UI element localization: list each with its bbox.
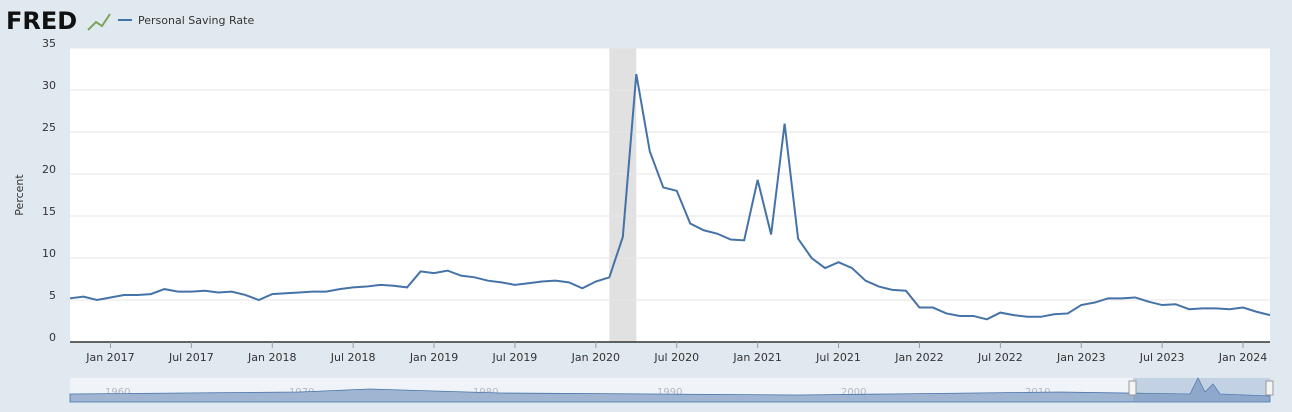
x-tick-label: Jan 2020 [571,351,620,364]
navigator-label: 1960 [105,387,130,398]
navigator-label: 1990 [657,387,682,398]
x-tick-label: Jul 2017 [168,351,214,364]
y-tick-label: 20 [42,163,56,176]
navigator-label: 2000 [841,387,866,398]
recession-shade [609,48,637,342]
x-tick-label: Jul 2019 [492,351,538,364]
y-tick-label: 25 [42,121,56,134]
x-tick-label: Jan 2017 [85,351,134,364]
line-series [69,73,1271,321]
x-tick-label: Jul 2020 [653,351,699,364]
y-tick-label: 0 [49,331,56,344]
navigator-handle[interactable] [1128,380,1137,396]
x-tick-label: Jan 2021 [732,351,781,364]
brand-logo: FRED [6,7,77,35]
y-axis-label: Percent [13,174,26,216]
x-tick-label: Jul 2021 [815,351,861,364]
x-tick-label: Jan 2024 [1218,351,1267,364]
x-tick-label: Jan 2023 [1056,351,1105,364]
y-tick-label: 15 [42,205,56,218]
y-tick-label: 10 [42,247,56,260]
x-tick-label: Jul 2018 [330,351,376,364]
navigator-window[interactable] [1133,378,1270,402]
navigator-series [69,377,1271,403]
y-tick-label: 5 [49,289,56,302]
plot-area [70,48,1270,342]
x-tick-label: Jul 2023 [1139,351,1185,364]
x-tick-label: Jul 2022 [977,351,1023,364]
y-tick-label: 30 [42,79,56,92]
legend-label: Personal Saving Rate [138,14,254,27]
logo-icon [87,13,111,31]
y-tick-label: 35 [42,37,56,50]
navigator-handle[interactable] [1265,380,1274,396]
x-tick-label: Jan 2022 [894,351,943,364]
x-tick-label: Jan 2018 [247,351,296,364]
x-tick-label: Jan 2019 [409,351,458,364]
